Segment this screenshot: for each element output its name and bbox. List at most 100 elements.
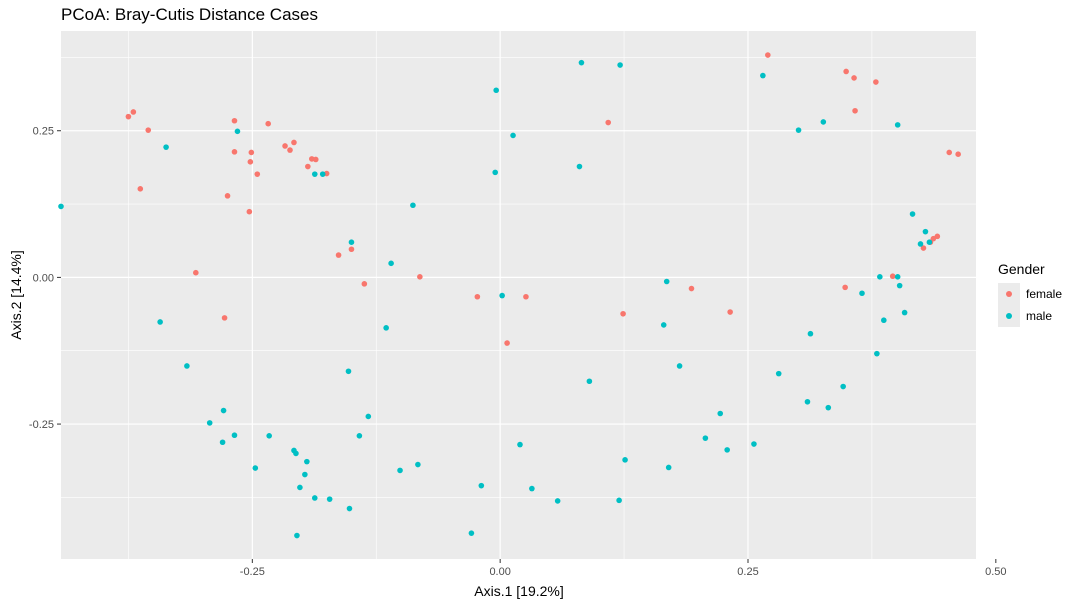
point-male: [901, 309, 908, 316]
point-male: [775, 370, 782, 377]
point-male: [302, 471, 308, 478]
legend-dot-male: [1006, 313, 1012, 319]
point-female: [291, 139, 297, 146]
point-male: [319, 171, 326, 177]
point-female: [727, 309, 733, 315]
point-male: [58, 203, 64, 210]
point-male: [252, 465, 259, 471]
point-male: [410, 202, 416, 209]
point-male: [840, 383, 846, 390]
point-male: [326, 496, 333, 502]
point-male: [922, 228, 929, 235]
x-axis-label: Axis.1 [19.2%]: [474, 583, 564, 599]
y-axis-label: Axis.2 [14.4%]: [8, 250, 24, 340]
point-female: [605, 119, 612, 126]
point-female: [955, 151, 961, 157]
point-female: [620, 310, 626, 317]
point-male: [510, 132, 516, 139]
x-tick-label: 0.00: [489, 566, 510, 578]
point-male: [266, 433, 272, 439]
point-male: [576, 163, 583, 170]
point-male: [617, 62, 623, 68]
point-male: [807, 330, 814, 337]
point-male: [724, 447, 730, 453]
point-female: [265, 120, 271, 127]
point-male: [874, 350, 880, 357]
point-male: [492, 169, 499, 176]
point-male: [220, 407, 227, 414]
point-female: [873, 79, 879, 85]
point-male: [311, 171, 318, 177]
point-male: [356, 433, 363, 439]
point-male: [517, 441, 523, 448]
point-female: [287, 147, 293, 153]
point-male: [894, 274, 901, 280]
y-tick-label: 0.25: [33, 126, 54, 138]
point-male: [234, 128, 241, 135]
point-male: [881, 317, 887, 324]
point-female: [688, 285, 695, 292]
point-female: [934, 233, 941, 240]
point-female: [231, 117, 238, 124]
point-female: [417, 274, 423, 280]
point-male: [397, 467, 403, 474]
point-male: [820, 119, 827, 125]
point-female: [231, 149, 238, 155]
point-male: [586, 378, 593, 385]
point-female: [348, 246, 355, 253]
point-male: [499, 292, 505, 299]
point-male: [219, 439, 226, 446]
point-male: [311, 495, 318, 501]
point-male: [804, 398, 811, 405]
point-male: [702, 435, 709, 441]
point-female: [137, 186, 144, 192]
point-male: [388, 260, 394, 267]
point-male: [795, 127, 802, 133]
point-male: [184, 363, 190, 369]
point-male: [294, 532, 300, 539]
point-female: [247, 159, 254, 165]
point-female: [305, 163, 311, 170]
grid-minor: [61, 31, 976, 559]
x-tick-label: 0.25: [737, 566, 758, 578]
point-male: [760, 72, 766, 79]
point-male: [578, 59, 585, 66]
point-female: [851, 75, 857, 81]
point-male: [665, 464, 672, 471]
point-female: [842, 284, 848, 291]
plot-panel: [61, 31, 976, 559]
y-tick-label: -0.25: [29, 419, 54, 431]
point-female: [852, 107, 858, 114]
point-female: [312, 156, 319, 163]
point-female: [130, 109, 137, 115]
point-female: [523, 293, 529, 300]
point-male: [206, 420, 213, 426]
point-male: [660, 322, 667, 328]
x-tick-label: -0.25: [240, 566, 265, 578]
point-female: [246, 208, 253, 215]
legend-key-male: [998, 305, 1020, 327]
point-male: [529, 485, 535, 492]
point-male: [926, 239, 933, 245]
point-male: [348, 239, 355, 245]
point-female: [920, 245, 927, 251]
point-male: [297, 484, 303, 491]
legend-item-female: female: [998, 283, 1078, 305]
legend-title: Gender: [998, 261, 1045, 277]
x-tick-label: 0.50: [985, 566, 1006, 578]
point-female: [224, 193, 231, 199]
point-male: [231, 432, 238, 439]
point-male: [554, 498, 561, 504]
point-female: [221, 315, 228, 321]
point-male: [859, 290, 865, 297]
point-male: [493, 87, 499, 94]
point-male: [909, 211, 916, 217]
point-male: [717, 410, 724, 417]
point-male: [751, 441, 757, 447]
legend-dot-female: [1006, 291, 1012, 297]
point-female: [504, 340, 510, 346]
point-female: [474, 293, 481, 300]
point-male: [415, 461, 421, 468]
point-female: [335, 252, 342, 258]
